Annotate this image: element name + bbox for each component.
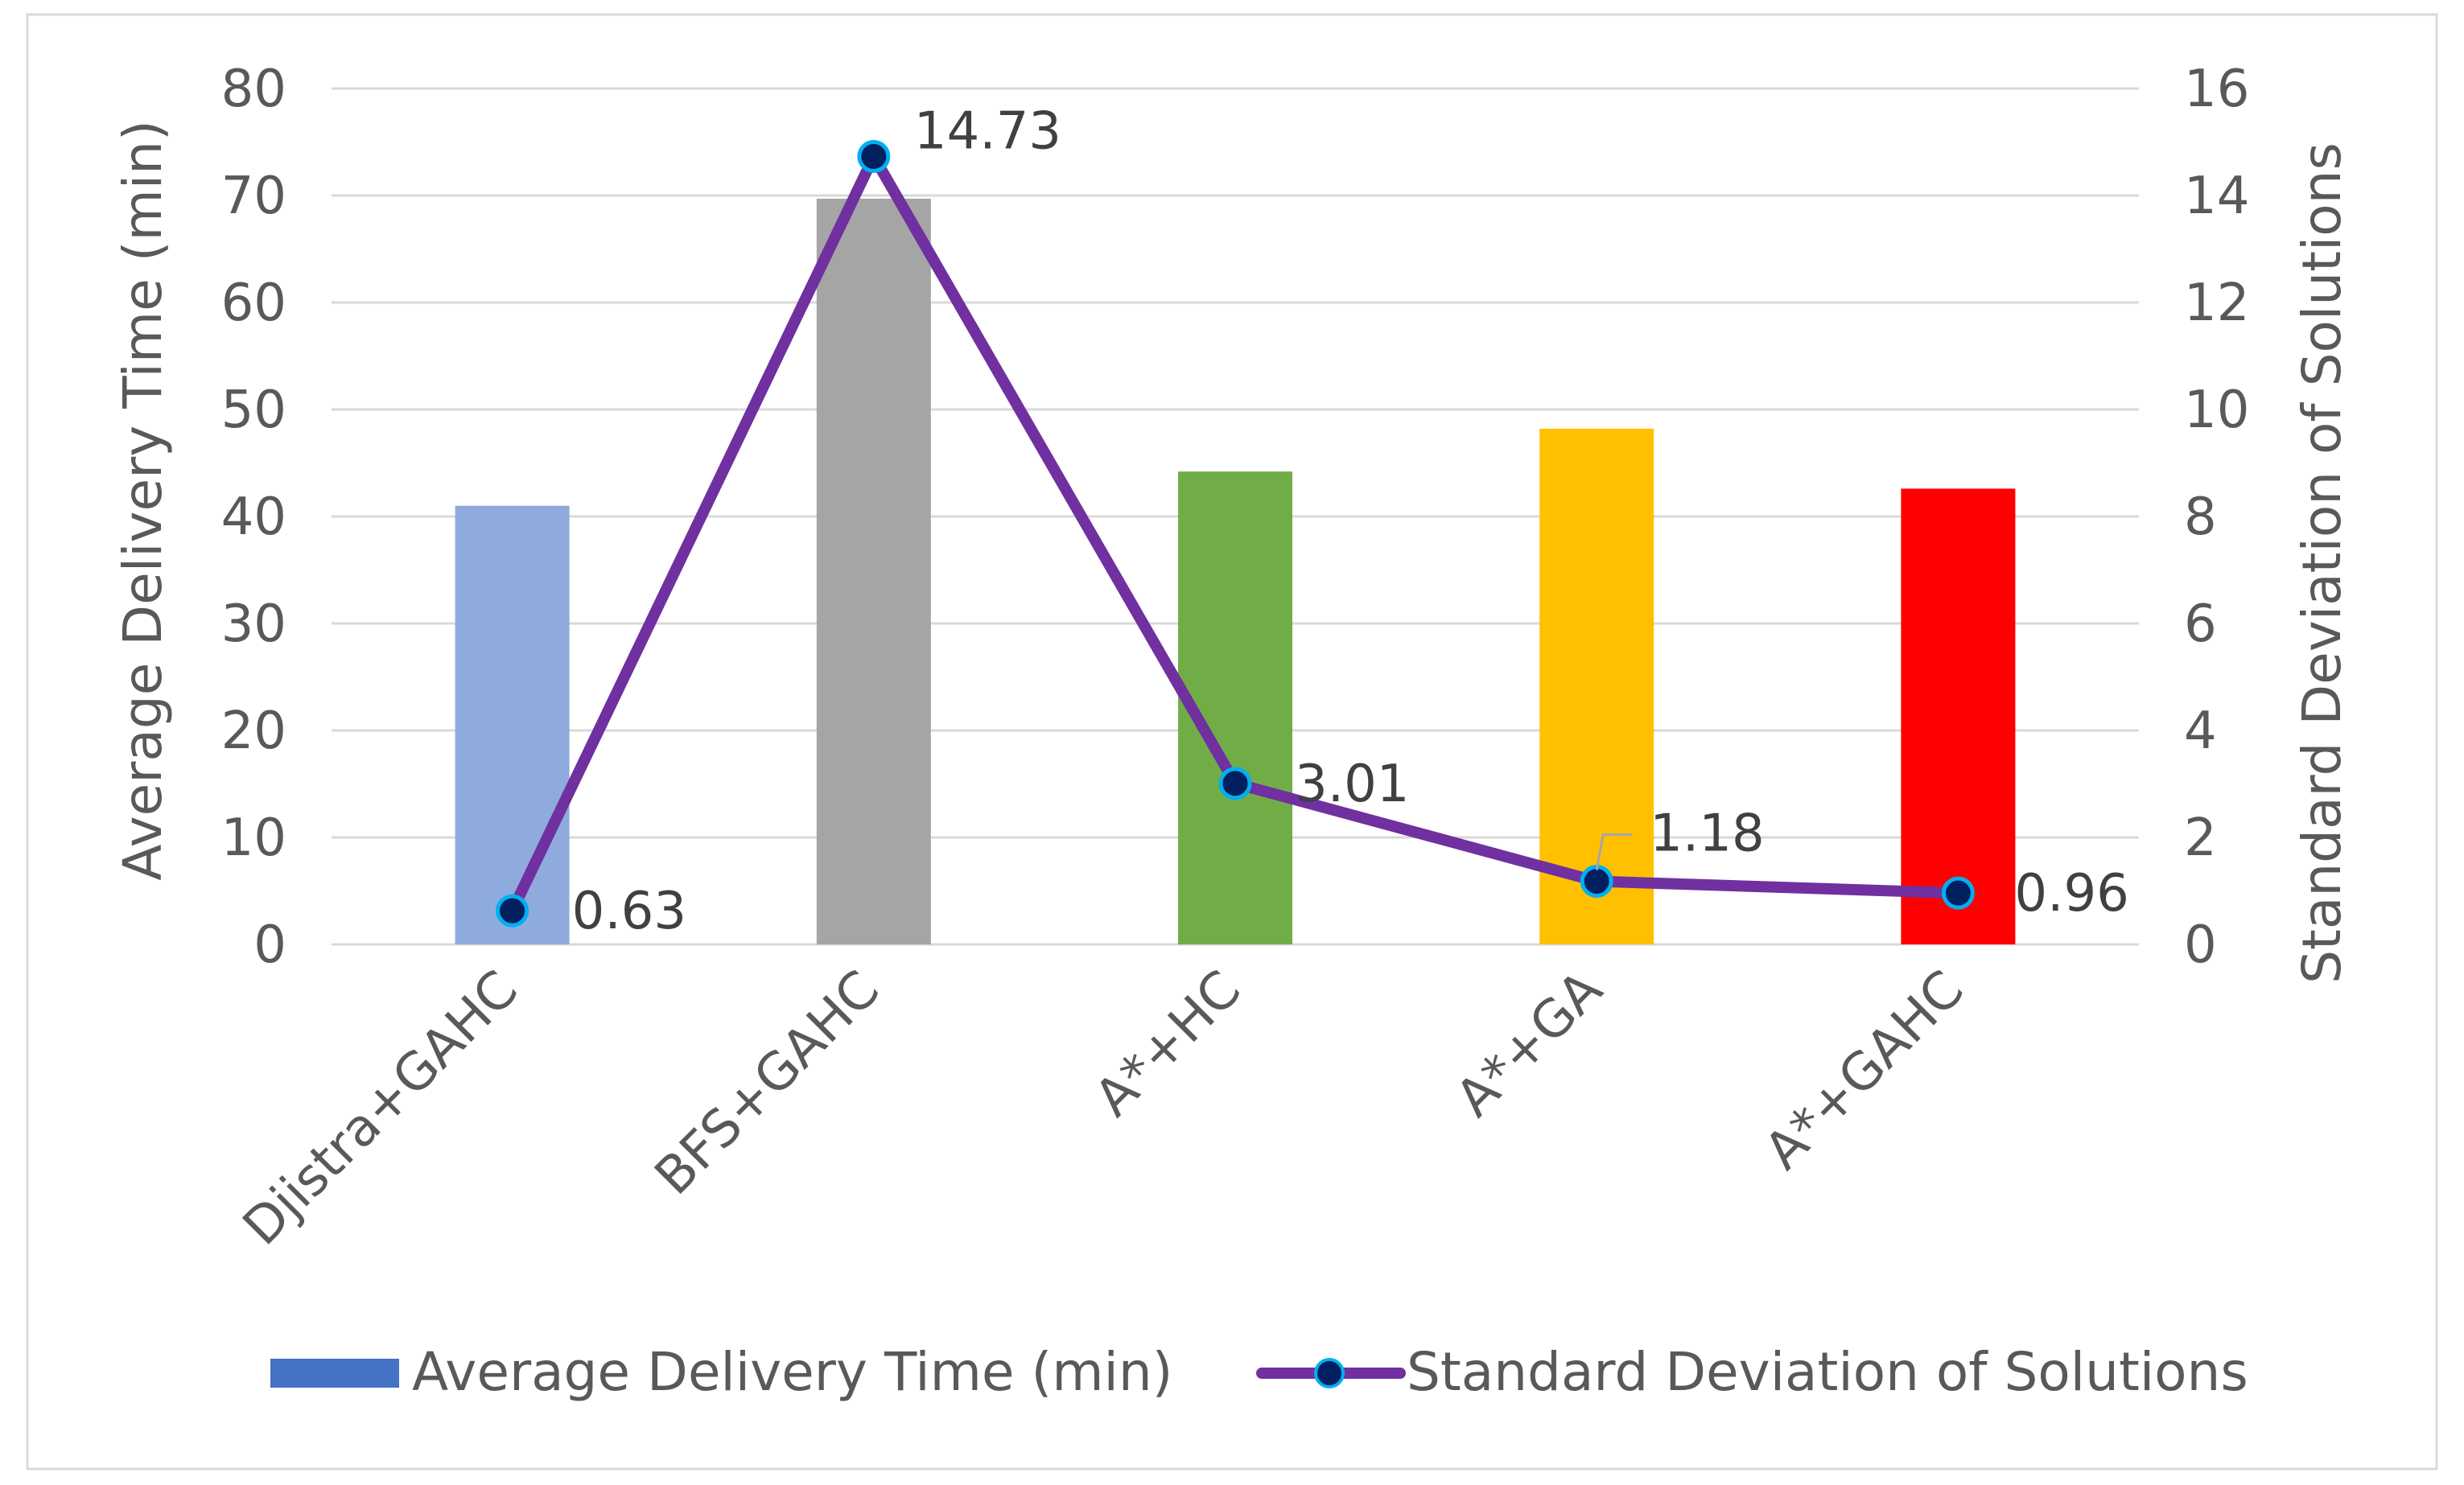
legend-marker xyxy=(1314,1358,1345,1388)
line-marker xyxy=(857,139,891,173)
gridlines xyxy=(332,87,2139,946)
y2-tick-label: 8 xyxy=(2184,487,2217,547)
y-tick-label: 20 xyxy=(221,701,286,761)
y2-axis-title: Standard Deviation of Solutions xyxy=(2291,142,2353,984)
y2-tick-label: 2 xyxy=(2184,808,2217,868)
bar xyxy=(455,505,570,944)
data-label: 1.18 xyxy=(1650,804,1765,864)
y-tick-label: 40 xyxy=(221,487,286,547)
leader-line xyxy=(1595,833,1633,870)
y2-tick-label: 6 xyxy=(2184,594,2217,654)
line-marker xyxy=(496,894,529,928)
bar xyxy=(1539,428,1654,944)
y-tick-label: 50 xyxy=(221,381,286,440)
legend-swatch-bar xyxy=(270,1359,399,1388)
data-label: 0.63 xyxy=(572,882,687,941)
y-tick-label: 80 xyxy=(221,60,286,119)
data-label: 0.96 xyxy=(2014,864,2129,923)
y2-tick-label: 4 xyxy=(2184,701,2217,761)
bar xyxy=(816,198,931,945)
y-tick-label: 60 xyxy=(221,274,286,333)
y2-tick-label: 14 xyxy=(2184,167,2249,226)
y-tick-label: 70 xyxy=(221,167,286,226)
line-marker xyxy=(1218,767,1252,800)
legend: Average Delivery Time (min) Standard Dev… xyxy=(270,1341,2248,1403)
y-tick-label: 10 xyxy=(221,808,286,868)
data-label: 14.73 xyxy=(914,101,1061,161)
bar-series xyxy=(455,198,2016,945)
line-marker xyxy=(1580,865,1613,899)
y2-tick-label: 12 xyxy=(2184,274,2249,333)
y2-tick-label: 16 xyxy=(2184,60,2249,119)
y-tick-label: 30 xyxy=(221,594,286,654)
y-axis-title: Average Delivery Time (min) xyxy=(112,120,174,880)
legend-label-bar: Average Delivery Time (min) xyxy=(412,1341,1172,1403)
y-tick-label: 0 xyxy=(253,915,286,975)
data-label: 3.01 xyxy=(1295,755,1410,814)
legend-label-line: Standard Deviation of Solutions xyxy=(1407,1341,2248,1403)
line-marker xyxy=(1941,876,1975,910)
data-labels: 0.63 14.73 3.01 1.18 0.96 xyxy=(572,101,2129,941)
bar xyxy=(1901,488,2016,944)
y2-tick-label: 0 xyxy=(2184,915,2217,975)
y2-tick-label: 10 xyxy=(2184,381,2249,440)
